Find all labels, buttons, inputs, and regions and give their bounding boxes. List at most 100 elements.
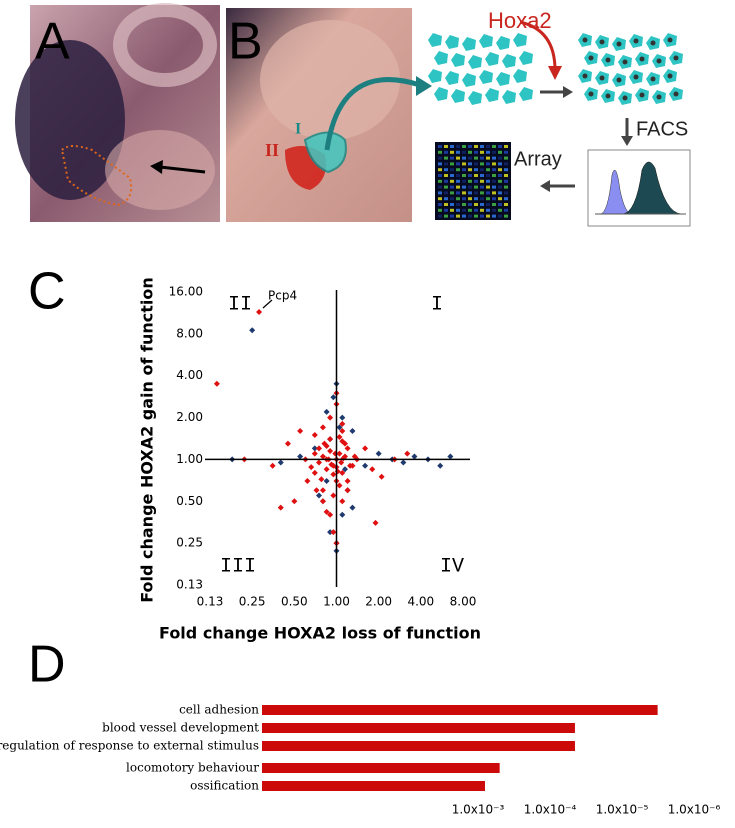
array-spot [492,214,496,218]
point [378,473,385,480]
point [342,466,349,473]
point [351,453,358,460]
array-spot [462,203,466,206]
bar [262,723,575,733]
point [308,464,315,471]
array-spot [462,214,466,218]
array-spot [504,168,508,172]
array-spot [456,145,460,148]
array-spot [456,150,460,154]
nucleus [673,91,679,97]
y-tick-label: 0.25 [176,536,203,550]
array-spot [498,185,502,189]
cell [496,72,510,86]
point [347,462,354,469]
array-spot [474,145,478,148]
hoxa2-arrowhead [548,66,562,80]
array-spot [462,156,466,160]
point [315,445,322,452]
point [249,327,256,334]
y-tick-label: 0.13 [176,578,203,592]
cell [434,87,448,101]
nucleus [605,93,611,99]
nucleus [582,73,588,79]
point [330,492,337,499]
array-spot [468,145,472,148]
array-spot [504,203,508,206]
array-spot [480,203,484,206]
array-spot [438,197,442,201]
x-tick-label: 1.0x10⁻⁵ [596,803,649,817]
cell [502,54,516,68]
point [313,487,320,494]
panel-label: D [28,636,66,694]
array-spot [468,191,472,195]
point [269,462,276,469]
x-tick-label: 0.50 [281,595,308,609]
point [284,440,291,447]
y-tick-label: 8.00 [176,326,203,340]
array-spot [504,156,508,160]
point [321,440,328,447]
array-spot [474,191,478,195]
array-spot [444,203,448,206]
point [339,428,346,435]
point [327,414,334,421]
array-spot [450,185,454,189]
nucleus [622,59,628,65]
array-spot [456,191,460,195]
array-spot [492,156,496,160]
array-spot [474,174,478,177]
annotation-arrow [262,299,273,309]
point [339,414,346,421]
point [344,477,351,484]
array-spot [504,162,508,166]
array-spot [486,150,490,154]
step-label: FACS [636,118,688,140]
point [277,504,284,511]
array-spot [444,168,448,172]
point [323,477,330,484]
point [330,471,337,478]
cell [468,55,482,69]
category-label: locomotory behaviour [126,761,259,775]
point [330,394,337,401]
array-spot [468,203,472,206]
array-spot [450,145,454,148]
nucleus [656,94,662,100]
cell [519,51,533,65]
point [400,459,407,466]
point [291,498,298,505]
array-spot [462,168,466,172]
cell [479,34,493,48]
array-spot [498,203,502,206]
x-tick-label: 1.0x10⁻⁴ [524,803,577,817]
array-spot [456,208,460,212]
array-spot [498,145,502,148]
array-spot [504,145,508,148]
y-tick-label: 16.00 [169,285,203,299]
array-spot [504,150,508,154]
point [362,445,369,452]
array-spot [480,185,484,189]
array-spot [480,162,484,166]
array-spot [498,191,502,195]
array-spot [480,191,484,195]
array-spot [438,203,442,206]
nucleus [599,39,605,45]
cell [451,53,465,67]
arch-label: II [265,140,279,160]
point [330,529,337,536]
point [311,450,318,457]
array-spot [486,145,490,148]
point [344,487,351,494]
array-spot [438,168,442,172]
array-spot [438,191,442,195]
array-spot [438,208,442,212]
array-spot [468,214,472,218]
cell [462,37,476,51]
array-spot [444,197,448,201]
array-spot [498,168,502,172]
array-spot [486,179,490,183]
array-spot [438,214,442,218]
